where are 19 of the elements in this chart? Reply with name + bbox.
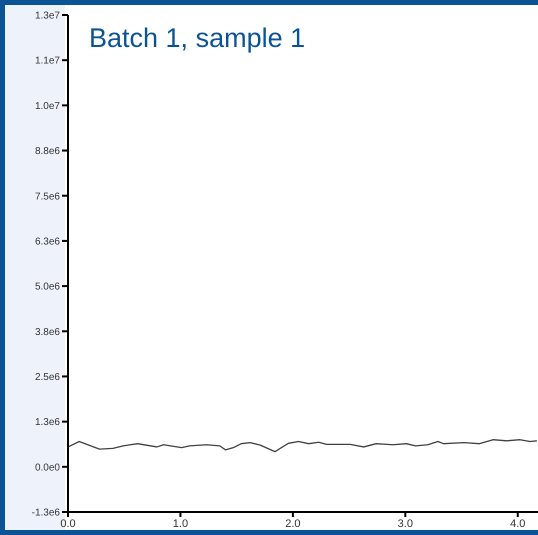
- y-tick-label: 1.3e6: [34, 417, 60, 428]
- line-series: [68, 439, 538, 452]
- y-tick-label: 7.5e6: [34, 191, 60, 202]
- x-tick-label: 1.0: [172, 518, 188, 530]
- y-tick-label: 1.0e7: [34, 100, 60, 112]
- chart-title: Batch 1, sample 1: [89, 23, 306, 54]
- x-tick-label: 0.0: [60, 518, 76, 530]
- y-tick-label: 3.8e6: [34, 326, 60, 338]
- y-tick-label: -1.3e6: [32, 508, 60, 519]
- y-tick-label: 1.1e7: [34, 56, 60, 67]
- y-tick-label: 2.5e6: [34, 372, 60, 384]
- x-tick-label: 4.0: [510, 518, 526, 530]
- y-tick-label: 5.0e6: [34, 282, 60, 293]
- y-tick-label: 8.8e6: [34, 146, 60, 158]
- y-tick-label: 6.3e6: [34, 236, 60, 248]
- y-tick-label: 0.0e0: [34, 462, 60, 474]
- y-tick-label: 1.3e7: [34, 10, 60, 22]
- x-tick-label: 2.0: [285, 518, 301, 530]
- x-tick-label: 3.0: [398, 518, 413, 530]
